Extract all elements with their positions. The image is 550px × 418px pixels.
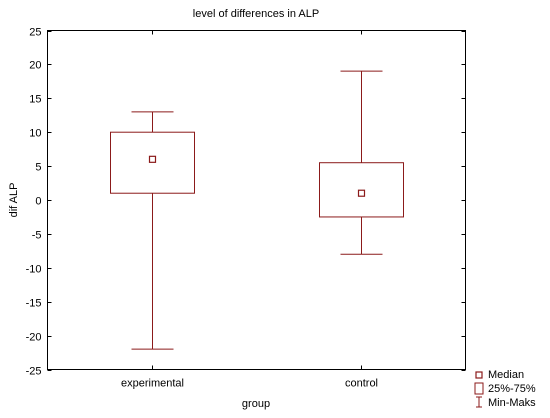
y-tick-label: 10 — [29, 128, 41, 140]
boxes-group — [110, 70, 404, 350]
y-tick-label: 15 — [29, 94, 41, 106]
legend-whisker-label: Min-Maks — [488, 397, 536, 409]
y-tick-label: -10 — [26, 264, 42, 276]
y-tick-label: 20 — [29, 60, 41, 72]
legend: Median 25%-75% Min-Maks — [474, 369, 536, 409]
median-marker — [357, 189, 366, 197]
y-tick-label: -5 — [32, 230, 42, 242]
y-tick-label: -15 — [26, 298, 42, 310]
legend-box-marker — [474, 382, 484, 395]
box-experimental — [110, 111, 195, 350]
x-axis: experimental control — [121, 30, 378, 390]
legend-box-label: 25%-75% — [488, 383, 536, 395]
y-axis: -25 -20 -15 -10 -5 0 5 10 15 20 25 — [26, 27, 466, 378]
x-tick-label: experimental — [121, 378, 184, 390]
legend-median-label: Median — [488, 369, 524, 381]
y-tick-label: 0 — [35, 196, 41, 208]
median-marker — [148, 155, 157, 163]
y-axis-title: dif ALP — [8, 183, 20, 218]
x-tick-label: control — [345, 378, 378, 390]
y-tick-label: -20 — [26, 332, 42, 344]
x-axis-title: group — [242, 398, 270, 410]
chart-title: level of differences in ALP — [193, 8, 319, 20]
y-tick-label: 5 — [35, 162, 41, 174]
box-control — [319, 70, 404, 255]
y-tick-label: -25 — [26, 366, 42, 378]
legend-median-marker — [475, 371, 483, 379]
y-tick-label: 25 — [29, 27, 41, 39]
